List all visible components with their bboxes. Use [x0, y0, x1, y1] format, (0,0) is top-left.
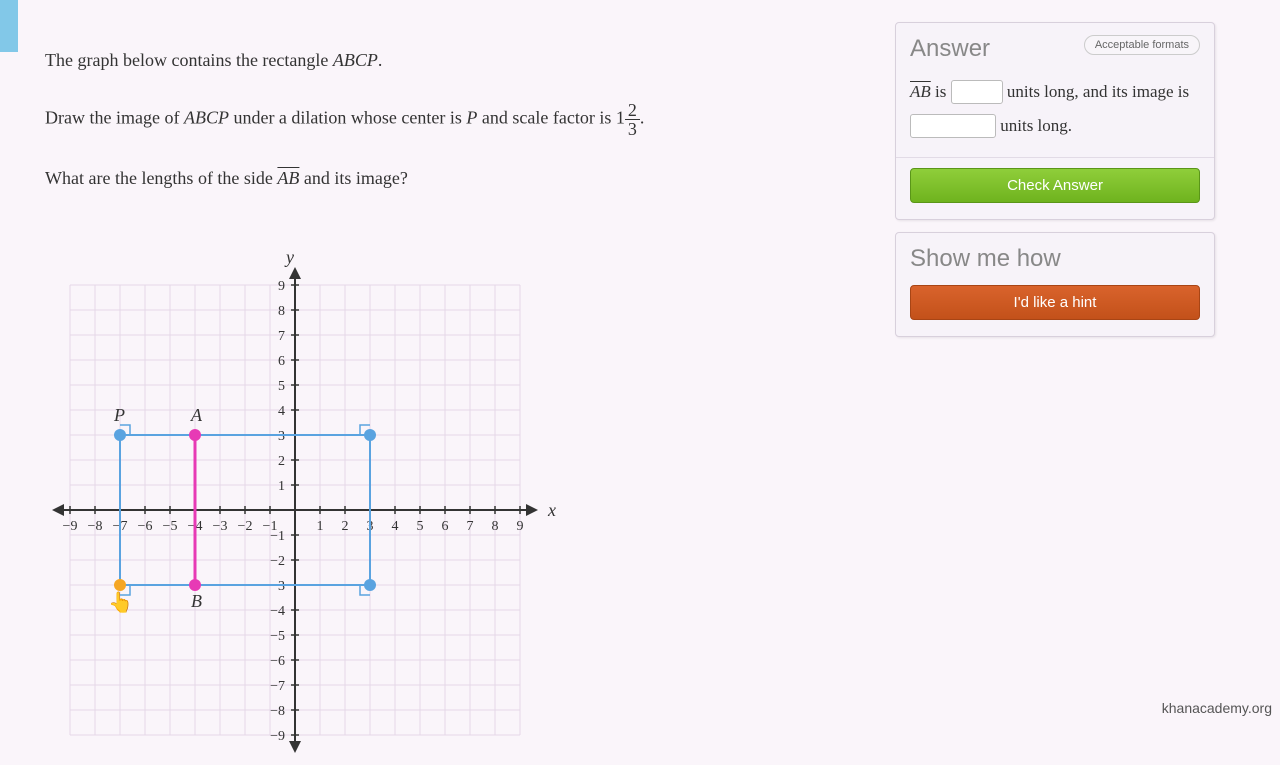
- svg-text:−1: −1: [270, 529, 285, 544]
- svg-text:P: P: [113, 405, 125, 425]
- svg-text:y: y: [284, 247, 294, 267]
- acceptable-formats-button[interactable]: Acceptable formats: [1084, 35, 1200, 55]
- svg-text:−8: −8: [270, 704, 285, 719]
- svg-text:−6: −6: [138, 519, 153, 534]
- left-accent-bar: [0, 0, 18, 52]
- svg-text:9: 9: [278, 279, 285, 294]
- ab-label: AB: [910, 82, 931, 101]
- watermark: khanacademy.org: [1162, 700, 1272, 716]
- hint-heading: Show me how: [910, 245, 1200, 273]
- divider: [896, 157, 1214, 158]
- svg-text:B: B: [191, 591, 202, 611]
- svg-text:−7: −7: [270, 679, 285, 694]
- svg-text:3: 3: [278, 429, 285, 444]
- hint-button[interactable]: I'd like a hint: [910, 285, 1200, 320]
- svg-text:−5: −5: [270, 629, 285, 644]
- svg-text:−2: −2: [238, 519, 253, 534]
- svg-text:2: 2: [342, 519, 349, 534]
- svg-text:1: 1: [278, 479, 285, 494]
- svg-text:−9: −9: [270, 729, 285, 744]
- svg-text:5: 5: [278, 379, 285, 394]
- problem-area: The graph below contains the rectangle A…: [45, 48, 865, 219]
- image-length-input[interactable]: [910, 114, 996, 138]
- svg-text:−9: −9: [63, 519, 78, 534]
- svg-text:x: x: [547, 500, 556, 520]
- svg-text:8: 8: [492, 519, 499, 534]
- problem-line-3: What are the lengths of the side AB and …: [45, 166, 865, 191]
- svg-text:7: 7: [278, 329, 285, 344]
- graph[interactable]: −9−8−7−6−5−4−3−2−1123456789−9−8−7−6−5−4−…: [45, 230, 575, 765]
- svg-text:2: 2: [278, 454, 285, 469]
- svg-text:−6: −6: [270, 654, 285, 669]
- answer-panel: Acceptable formats Answer AB is units lo…: [895, 22, 1215, 220]
- answer-body: AB is units long, and its image is units…: [910, 75, 1200, 143]
- svg-text:1: 1: [317, 519, 324, 534]
- problem-line-2: Draw the image of ABCP under a dilation …: [45, 101, 865, 138]
- svg-text:−4: −4: [270, 604, 285, 619]
- svg-text:−8: −8: [88, 519, 103, 534]
- svg-text:4: 4: [278, 404, 285, 419]
- svg-text:−3: −3: [213, 519, 228, 534]
- svg-text:−3: −3: [270, 579, 285, 594]
- svg-text:9: 9: [517, 519, 524, 534]
- svg-text:8: 8: [278, 304, 285, 319]
- problem-line-1: The graph below contains the rectangle A…: [45, 48, 865, 73]
- svg-text:−5: −5: [163, 519, 178, 534]
- sidebar: Acceptable formats Answer AB is units lo…: [895, 22, 1215, 349]
- svg-text:4: 4: [392, 519, 399, 534]
- hint-panel: Show me how I'd like a hint: [895, 232, 1215, 337]
- svg-text:6: 6: [442, 519, 449, 534]
- svg-text:7: 7: [467, 519, 474, 534]
- svg-text:A: A: [190, 405, 203, 425]
- svg-text:6: 6: [278, 354, 285, 369]
- check-answer-button[interactable]: Check Answer: [910, 168, 1200, 203]
- ab-length-input[interactable]: [951, 80, 1003, 104]
- svg-text:−2: −2: [270, 554, 285, 569]
- svg-text:5: 5: [417, 519, 424, 534]
